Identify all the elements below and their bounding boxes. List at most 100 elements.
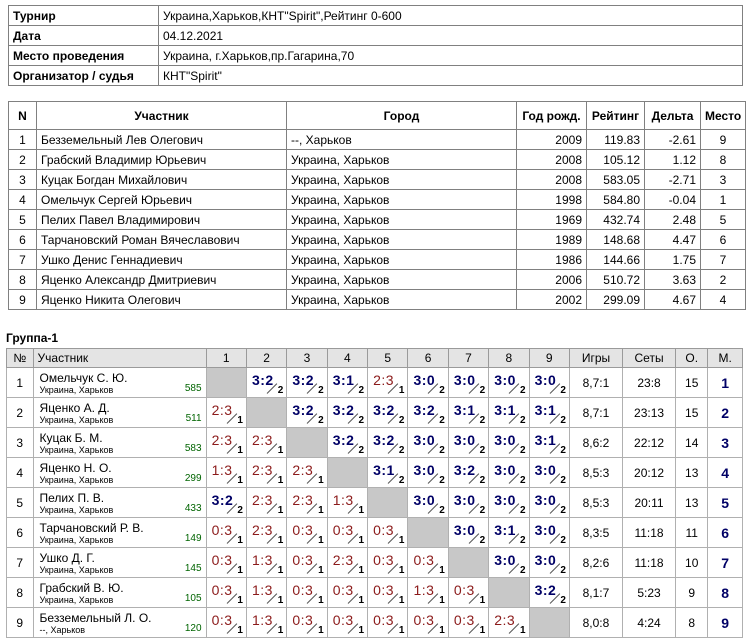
col-header-city: Город — [286, 101, 517, 130]
participant-rating: 299 — [184, 473, 202, 484]
group-row-number: 4 — [6, 457, 34, 488]
self-match-cell — [367, 487, 409, 518]
col-header-n: N — [8, 101, 37, 130]
match-points: 1 — [277, 625, 284, 636]
match-result-cell: 1:3 1 — [245, 577, 288, 608]
info-row: Место проведения Украина, г.Харьков,пр.Га… — [8, 45, 743, 66]
match-result-cell: 0:3 1 — [286, 577, 328, 608]
match-result-cell: 0:3 1 — [326, 607, 369, 638]
group-row: 6 Тарчановский Р. В. Украина, Харьков 149 0:… — [6, 517, 743, 548]
group-row-number: 1 — [6, 367, 34, 398]
info-value: Украина, г.Харьков,пр.Гагарина,70 — [158, 45, 743, 66]
match-score: 3:2 — [373, 432, 395, 448]
participant-place: 8 — [700, 149, 746, 170]
participant-city: Украина, Харьков — [39, 445, 114, 455]
group-col-opponent: 1 — [205, 348, 247, 368]
match-points: 2 — [560, 595, 566, 606]
match-points: 2 — [560, 505, 566, 516]
match-points: 1 — [318, 565, 324, 576]
participant-name: Ушко Денис Геннадиевич — [36, 249, 287, 270]
group-col-points: О. — [675, 348, 709, 368]
participant-short-name: Ушко Д. Г. — [39, 551, 95, 565]
group-row-number: 3 — [6, 427, 34, 458]
group-sets: 23:8 — [621, 367, 677, 398]
match-score: 3:0 — [494, 492, 516, 508]
match-points: 2 — [479, 445, 486, 456]
group-row-number: 7 — [6, 547, 34, 578]
self-match-cell — [245, 397, 288, 428]
group-points: 13 — [675, 457, 709, 488]
match-score: 3:0 — [534, 492, 557, 508]
participant-short-name: Яценко А. Д. — [39, 401, 110, 415]
participant-city: Украина, Харьков — [39, 565, 114, 575]
participant-city: --, Харьков — [39, 625, 86, 635]
participant-year: 1989 — [516, 229, 587, 250]
participant-row: 2 Грабский Владимир Юрьевич Украина, Харьк… — [8, 149, 746, 170]
match-result-cell: 3:2 2 — [326, 427, 369, 458]
match-score: 0:3 — [332, 522, 354, 538]
match-result-cell: 0:3 1 — [326, 577, 369, 608]
match-points: 1 — [318, 505, 324, 516]
match-points: 2 — [560, 385, 566, 396]
participant-rating: 144.66 — [586, 249, 645, 270]
participant-n: 9 — [8, 289, 37, 310]
match-points: 2 — [318, 415, 324, 426]
match-score: 0:3 — [332, 612, 354, 628]
group-col-n: № — [6, 348, 34, 368]
match-points: 2 — [560, 475, 566, 486]
participant-city: Украина, Харьков — [286, 149, 517, 170]
match-result-cell: 0:3 1 — [286, 607, 328, 638]
group-place: 2 — [707, 397, 743, 428]
match-result-cell: 3:0 2 — [407, 367, 449, 398]
match-points: 1 — [398, 535, 405, 546]
participant-name: Грабский Владимир Юрьевич — [36, 149, 287, 170]
match-score: 3:1 — [534, 402, 557, 418]
participant-row: 1 Безземельный Лев Олегович --, Харьков 200… — [8, 129, 746, 150]
match-result-cell: 0:3 1 — [205, 607, 247, 638]
match-result-cell: 1:3 1 — [245, 607, 288, 638]
match-points: 1 — [398, 595, 405, 606]
match-points: 2 — [520, 385, 526, 396]
participant-rating: 145 — [184, 563, 202, 574]
match-score: 2:3 — [292, 462, 314, 478]
match-score: 0:3 — [211, 612, 233, 628]
match-points: 2 — [479, 385, 486, 396]
group-sets: 23:13 — [621, 397, 677, 428]
group-place: 6 — [707, 517, 743, 548]
match-result-cell: 3:2 2 — [245, 367, 288, 398]
match-score: 0:3 — [373, 552, 395, 568]
self-match-cell — [286, 427, 328, 458]
match-points: 2 — [560, 565, 566, 576]
participant-year: 1969 — [516, 209, 587, 230]
match-points: 2 — [560, 445, 566, 456]
participant-name: Тарчановский Роман Вячеславович — [36, 229, 287, 250]
participant-city: Украина, Харьков — [286, 269, 517, 290]
group-crosstable: № Участник 1 2 3 4 5 6 7 8 9 Игры Сеты О. М. 1 Омельч… — [6, 348, 743, 638]
match-score: 3:0 — [494, 432, 516, 448]
group-row: 9 Безземельный Л. О. --, Харьков 120 0:3 1 1:3… — [6, 607, 743, 638]
match-score: 0:3 — [332, 582, 354, 598]
match-points: 2 — [237, 505, 243, 516]
match-points: 1 — [479, 595, 486, 606]
info-row: Организатор / судья КНТ"Spirit" — [8, 65, 743, 86]
participant-city: Украина, Харьков — [286, 229, 517, 250]
match-result-cell: 3:1 2 — [488, 517, 530, 548]
participant-short-name: Тарчановский Р. В. — [39, 521, 144, 535]
match-points: 2 — [520, 535, 526, 546]
match-points: 2 — [439, 505, 445, 516]
match-points: 2 — [560, 535, 566, 546]
match-score: 3:0 — [453, 522, 476, 538]
match-result-cell: 3:0 2 — [488, 547, 530, 578]
match-points: 1 — [358, 595, 365, 606]
participant-name: Яценко Никита Олегович — [36, 289, 287, 310]
match-points: 2 — [479, 415, 486, 426]
match-score: 3:0 — [534, 552, 557, 568]
match-result-cell: 0:3 1 — [367, 577, 409, 608]
group-col-sets: Сеты — [621, 348, 677, 368]
match-points: 2 — [520, 565, 526, 576]
match-points: 2 — [398, 475, 405, 486]
match-result-cell: 3:0 2 — [447, 367, 490, 398]
match-score: 0:3 — [453, 582, 475, 598]
match-score: 2:3 — [251, 492, 273, 508]
match-score: 0:3 — [373, 582, 395, 598]
